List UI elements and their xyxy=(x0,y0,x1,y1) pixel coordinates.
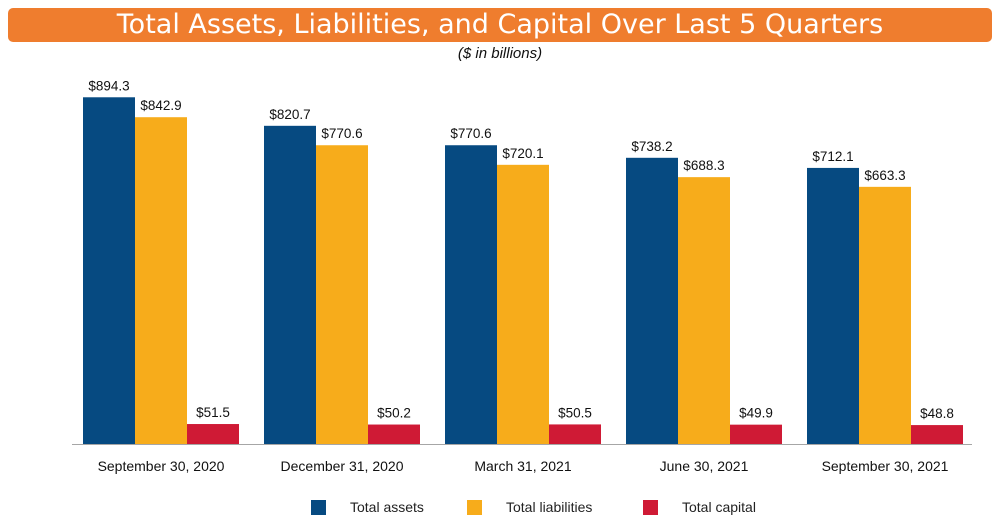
data-label-total-capital-september-30-2020: $51.5 xyxy=(196,405,230,420)
legend-swatch-total-capital xyxy=(643,499,658,515)
data-label-total-assets-september-30-2021: $712.1 xyxy=(812,149,853,164)
data-label-total-capital-september-30-2021: $48.8 xyxy=(920,406,954,421)
data-label-total-assets-march-31-2021: $770.6 xyxy=(450,126,491,141)
x-tick-label-march-31-2021: March 31, 2021 xyxy=(474,458,571,474)
bar-total-assets-september-30-2021 xyxy=(807,167,859,444)
bar-chart: $894.3 $842.9 $51.5 September 30, 2020 $820.… xyxy=(72,78,972,474)
x-tick-label-december-31-2020: December 31, 2020 xyxy=(281,458,404,474)
legend-label-total-capital: Total capital xyxy=(682,499,756,515)
bar-total-capital-december-31-2020 xyxy=(368,424,420,444)
legend-label-total-liabilities: Total liabilities xyxy=(506,499,593,515)
legend-swatch-total-assets xyxy=(311,499,326,515)
chart-subtitle: ($ in billions) xyxy=(457,45,543,62)
data-label-total-assets-june-30-2021: $738.2 xyxy=(631,139,672,154)
data-label-total-liabilities-june-30-2021: $688.3 xyxy=(683,158,724,173)
data-label-total-liabilities-december-31-2020: $770.6 xyxy=(321,126,362,141)
data-label-total-assets-september-30-2020: $894.3 xyxy=(88,78,129,93)
data-label-total-capital-march-31-2021: $50.5 xyxy=(558,405,592,420)
x-tick-label-june-30-2021: June 30, 2021 xyxy=(660,458,749,474)
bar-total-liabilities-september-30-2020 xyxy=(135,117,187,444)
bar-total-assets-december-31-2020 xyxy=(264,125,316,445)
bar-total-capital-june-30-2021 xyxy=(730,424,782,444)
bar-total-capital-september-30-2021 xyxy=(911,425,963,444)
bar-total-liabilities-march-31-2021 xyxy=(497,164,549,444)
bar-total-assets-june-30-2021 xyxy=(626,157,678,444)
bar-total-assets-march-31-2021 xyxy=(445,145,497,444)
legend-item-total-capital: Total capital xyxy=(643,497,756,517)
data-label-total-assets-december-31-2020: $820.7 xyxy=(269,107,310,122)
legend-item-total-liabilities: Total liabilities xyxy=(467,497,592,517)
bar-total-assets-september-30-2020 xyxy=(83,97,135,444)
data-label-total-capital-june-30-2021: $49.9 xyxy=(739,406,773,421)
data-label-total-liabilities-march-31-2021: $720.1 xyxy=(502,146,543,161)
chart-legend: Total assets Total liabilities Total cap… xyxy=(0,497,1000,519)
legend-swatch-total-liabilities xyxy=(467,499,482,515)
data-label-total-capital-december-31-2020: $50.2 xyxy=(377,406,411,421)
bar-total-liabilities-december-31-2020 xyxy=(316,145,368,444)
data-label-total-liabilities-september-30-2020: $842.9 xyxy=(140,98,181,113)
legend-label-total-assets: Total assets xyxy=(350,499,424,515)
data-label-total-liabilities-september-30-2021: $663.3 xyxy=(864,168,905,183)
bar-total-capital-march-31-2021 xyxy=(549,424,601,444)
bar-total-liabilities-september-30-2021 xyxy=(859,186,911,444)
bar-total-liabilities-june-30-2021 xyxy=(678,177,730,444)
bar-total-capital-september-30-2020 xyxy=(187,424,239,444)
x-tick-label-september-30-2021: September 30, 2021 xyxy=(822,458,949,474)
x-tick-label-september-30-2020: September 30, 2020 xyxy=(98,458,225,474)
legend-item-total-assets: Total assets xyxy=(311,497,424,517)
chart-title: Total Assets, Liabilities, and Capital O… xyxy=(8,8,992,42)
